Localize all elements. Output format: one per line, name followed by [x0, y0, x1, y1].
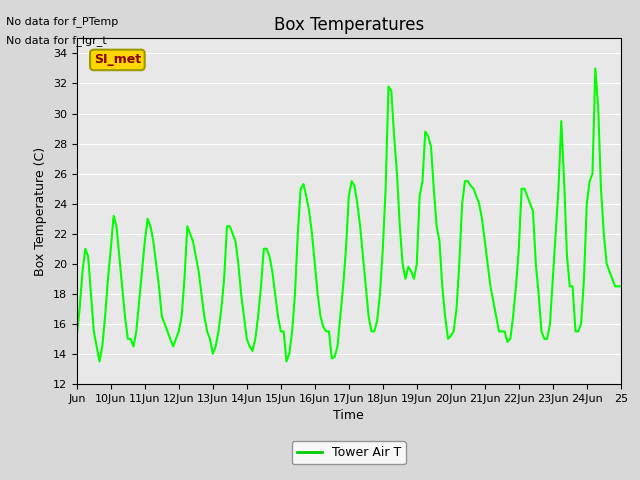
Legend: Tower Air T: Tower Air T	[292, 441, 406, 464]
Text: SI_met: SI_met	[94, 53, 141, 66]
Text: No data for f_lgr_t: No data for f_lgr_t	[6, 35, 107, 46]
X-axis label: Time: Time	[333, 409, 364, 422]
Y-axis label: Box Temperature (C): Box Temperature (C)	[35, 146, 47, 276]
Title: Box Temperatures: Box Temperatures	[274, 16, 424, 34]
Text: No data for f_PTemp: No data for f_PTemp	[6, 16, 118, 27]
